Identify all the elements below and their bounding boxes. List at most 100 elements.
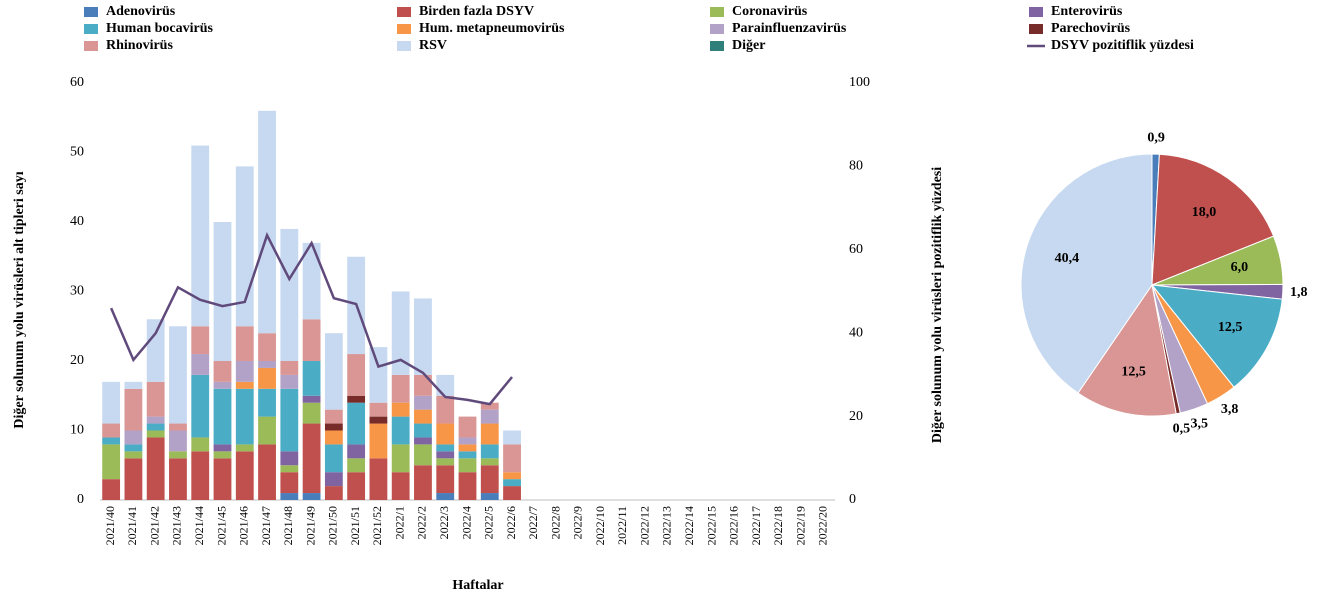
bar-segment — [503, 472, 521, 480]
bar-segment — [302, 423, 321, 494]
bar-segment — [146, 416, 165, 424]
bar-segment — [302, 402, 321, 424]
bar-segment — [102, 479, 121, 500]
legend-label: Parainfluenzavirüs — [732, 21, 847, 36]
bar-segment — [458, 472, 477, 500]
bar-segment — [414, 409, 432, 424]
pie-label: 12,5 — [1121, 364, 1146, 379]
bar-segment — [235, 451, 254, 500]
legend-swatch — [84, 41, 98, 51]
bar-segment — [503, 479, 521, 487]
bar-segment — [414, 395, 432, 410]
bar-segment — [280, 228, 299, 361]
legend-label: Rhinovirüs — [106, 38, 173, 53]
legend-swatch — [397, 24, 411, 34]
bar-segment — [414, 444, 432, 466]
bar-segment — [235, 361, 254, 382]
y2-tick-label: 60 — [849, 242, 863, 257]
pie-label: 3,8 — [1221, 402, 1239, 417]
bar-segment — [436, 395, 455, 424]
x-tick-label: 2022/12 — [637, 506, 651, 545]
bar-segment — [124, 444, 143, 452]
bar-segment — [102, 437, 121, 445]
pie-title: Diğer solunum yolu virüsleri pozitiflik … — [930, 167, 945, 443]
bar-segment — [436, 374, 455, 396]
bar-segment — [391, 444, 410, 473]
bar-segment — [258, 367, 276, 389]
legend-label: Hum. metapneumovirüs — [419, 21, 565, 36]
bar-segment — [391, 402, 410, 417]
bar-segment — [191, 374, 210, 438]
bar-segment — [169, 430, 187, 452]
legend-swatch — [1029, 7, 1043, 17]
pie-slice — [1020, 153, 1153, 394]
bar-segment — [414, 465, 432, 500]
pie-label: 1,8 — [1290, 285, 1308, 300]
bar-segment — [280, 472, 299, 494]
y-tick-label: 40 — [70, 214, 84, 229]
bar-segment — [213, 222, 232, 361]
bar-segment — [213, 381, 232, 389]
pie-slice — [1151, 153, 1275, 286]
bar-segment — [324, 430, 343, 445]
bar-segment — [347, 472, 366, 500]
x-tick-label: 2022/6 — [504, 506, 518, 539]
bar-segment — [480, 493, 499, 500]
bar-segment — [391, 374, 410, 403]
bar-segment — [124, 458, 143, 500]
bar-segment — [124, 381, 143, 389]
bar-segment — [191, 145, 210, 327]
bar-segment — [302, 361, 321, 396]
bar-segment — [369, 402, 388, 417]
bar-segment — [458, 444, 477, 452]
y-tick-label: 20 — [70, 353, 84, 368]
bar-segment — [280, 451, 299, 466]
bar-segment — [102, 381, 121, 424]
bar-segment — [102, 423, 121, 438]
y-axis-title: Diğer solunum yolu virüsleri alt tipleri… — [12, 171, 27, 428]
bar-segment — [169, 423, 187, 431]
pie-label: 40,4 — [1055, 251, 1080, 266]
x-tick-label: 2021/50 — [326, 506, 340, 545]
bar-segment — [347, 402, 366, 445]
bar-segment — [347, 354, 366, 396]
y2-tick-label: 20 — [849, 409, 863, 424]
bar-segment — [436, 444, 455, 452]
bar-segment — [258, 444, 276, 500]
bar-segment — [503, 430, 521, 445]
bar-segment — [258, 361, 276, 368]
x-tick-label: 2022/20 — [816, 506, 830, 545]
x-tick-label: 2021/41 — [125, 506, 139, 545]
legend-swatch — [397, 41, 411, 51]
bar-segment — [235, 444, 254, 452]
x-tick-label: 2022/10 — [593, 506, 607, 545]
bar-segment — [302, 493, 321, 500]
bar-segment — [169, 451, 187, 459]
bar-segment — [347, 458, 366, 473]
bar-segment — [391, 416, 410, 445]
x-tick-label: 2021/49 — [303, 506, 317, 545]
y2-tick-label: 40 — [849, 325, 863, 340]
legend-swatch — [84, 24, 98, 34]
x-axis-title: Haftalar — [452, 578, 503, 593]
legend-swatch — [397, 7, 411, 17]
x-tick-label: 2021/42 — [147, 506, 161, 545]
bar-segment — [213, 458, 232, 500]
bar-segment — [213, 444, 232, 452]
bar-segment — [191, 437, 210, 452]
bar-segment — [480, 458, 499, 466]
bar-segment — [480, 465, 499, 494]
bar-segment — [414, 423, 432, 438]
legend-label: Coronavirüs — [732, 4, 808, 19]
bar-segment — [436, 458, 455, 466]
bar-segment — [480, 402, 499, 410]
x-tick-label: 2022/9 — [571, 506, 585, 539]
bar-segment — [169, 458, 187, 500]
bar-segment — [124, 451, 143, 459]
bar-segment — [324, 486, 343, 500]
x-tick-label: 2021/47 — [259, 506, 273, 545]
x-tick-label: 2021/44 — [192, 506, 206, 545]
y-tick-label: 60 — [70, 75, 84, 90]
x-tick-label: 2021/40 — [103, 506, 117, 545]
bar-segment — [235, 381, 254, 389]
